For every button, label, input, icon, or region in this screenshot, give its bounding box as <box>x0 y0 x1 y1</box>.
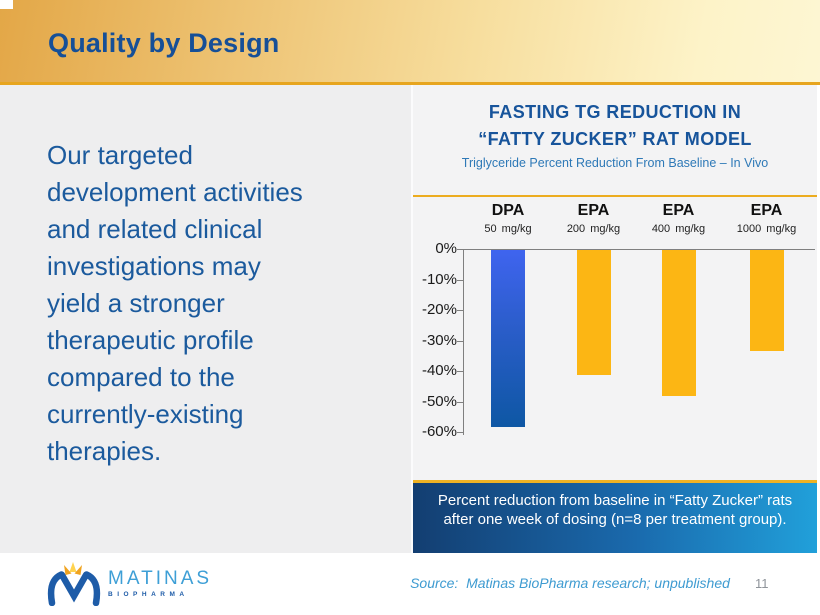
chart-title-line2: “FATTY ZUCKER” RAT MODEL <box>478 129 752 149</box>
y-axis-tick <box>457 371 463 372</box>
bar-group-label: EPA <box>662 202 695 219</box>
y-axis-label: -60% <box>421 423 457 440</box>
y-axis-label: -20% <box>421 301 457 318</box>
bar-dose-label: 50 mg/kg <box>484 223 532 235</box>
bar-dose-label: 400 mg/kg <box>651 223 706 235</box>
chart-title-line1: FASTING TG REDUCTION IN <box>488 102 742 122</box>
bar <box>576 250 611 375</box>
caption-box: Percent reduction from baseline in “Fatt… <box>413 483 817 553</box>
bar <box>749 250 784 351</box>
y-axis-line <box>463 249 464 435</box>
slide-header: Quality by Design <box>0 0 820 85</box>
left-text-panel: Our targeted development activities and … <box>0 85 411 553</box>
y-axis-tick <box>457 279 463 281</box>
gold-divider-bottom <box>413 480 817 483</box>
bar <box>491 250 525 427</box>
gold-divider-top <box>413 195 817 197</box>
bar-group-label: DPA <box>491 202 525 219</box>
chart-panel: FASTING TG REDUCTION IN “FATTY ZUCKER” R… <box>411 85 817 553</box>
y-axis-label: 0% <box>435 240 457 257</box>
logo-subtext: BIOPHARMA <box>108 590 189 598</box>
bar-dose-label: 1000 mg/kg <box>736 223 797 235</box>
zero-baseline <box>463 249 815 250</box>
logo-m-icon <box>47 562 101 606</box>
caption-text: Percent reduction from baseline in “Fatt… <box>437 492 793 528</box>
bar <box>661 250 696 396</box>
y-axis-tick <box>457 401 463 403</box>
page-number: 11 <box>755 576 769 591</box>
chart-subtitle: Triglyceride Percent Reduction From Base… <box>461 156 769 170</box>
y-axis-label: -30% <box>421 331 457 349</box>
matinas-logo: MATINAS BIOPHARMA <box>46 560 212 606</box>
bar-group-label: EPA <box>577 202 610 219</box>
y-axis-tick <box>457 310 463 311</box>
logo-text: MATINAS BIOPHARMA <box>108 567 213 598</box>
chart-title-block: FASTING TG REDUCTION IN “FATTY ZUCKER” R… <box>413 85 817 172</box>
bar-plot: 0% -10% -20% -30% -40% -50% -60% DPA 50 mg/kg EPA… <box>413 85 817 480</box>
slide-footer: MATINAS BIOPHARMA Source: Matinas BioPha… <box>0 553 820 615</box>
source-text: Source: Matinas BioPharma research; unpu… <box>410 575 730 591</box>
y-axis-label: -50% <box>421 392 457 410</box>
y-axis-tick <box>457 340 463 342</box>
page-title: Quality by Design <box>48 28 280 58</box>
logo-wordmark: MATINAS <box>108 567 213 589</box>
y-axis-tick <box>457 432 463 433</box>
y-axis-tick <box>457 249 463 250</box>
body-text: Our targeted development activities and … <box>47 140 303 466</box>
y-axis-label: -10% <box>421 270 457 288</box>
top-left-notch <box>0 0 13 9</box>
y-axis-label: -40% <box>421 362 457 379</box>
bar-group-label: EPA <box>750 202 783 219</box>
bar-dose-label: 200 mg/kg <box>566 223 621 235</box>
